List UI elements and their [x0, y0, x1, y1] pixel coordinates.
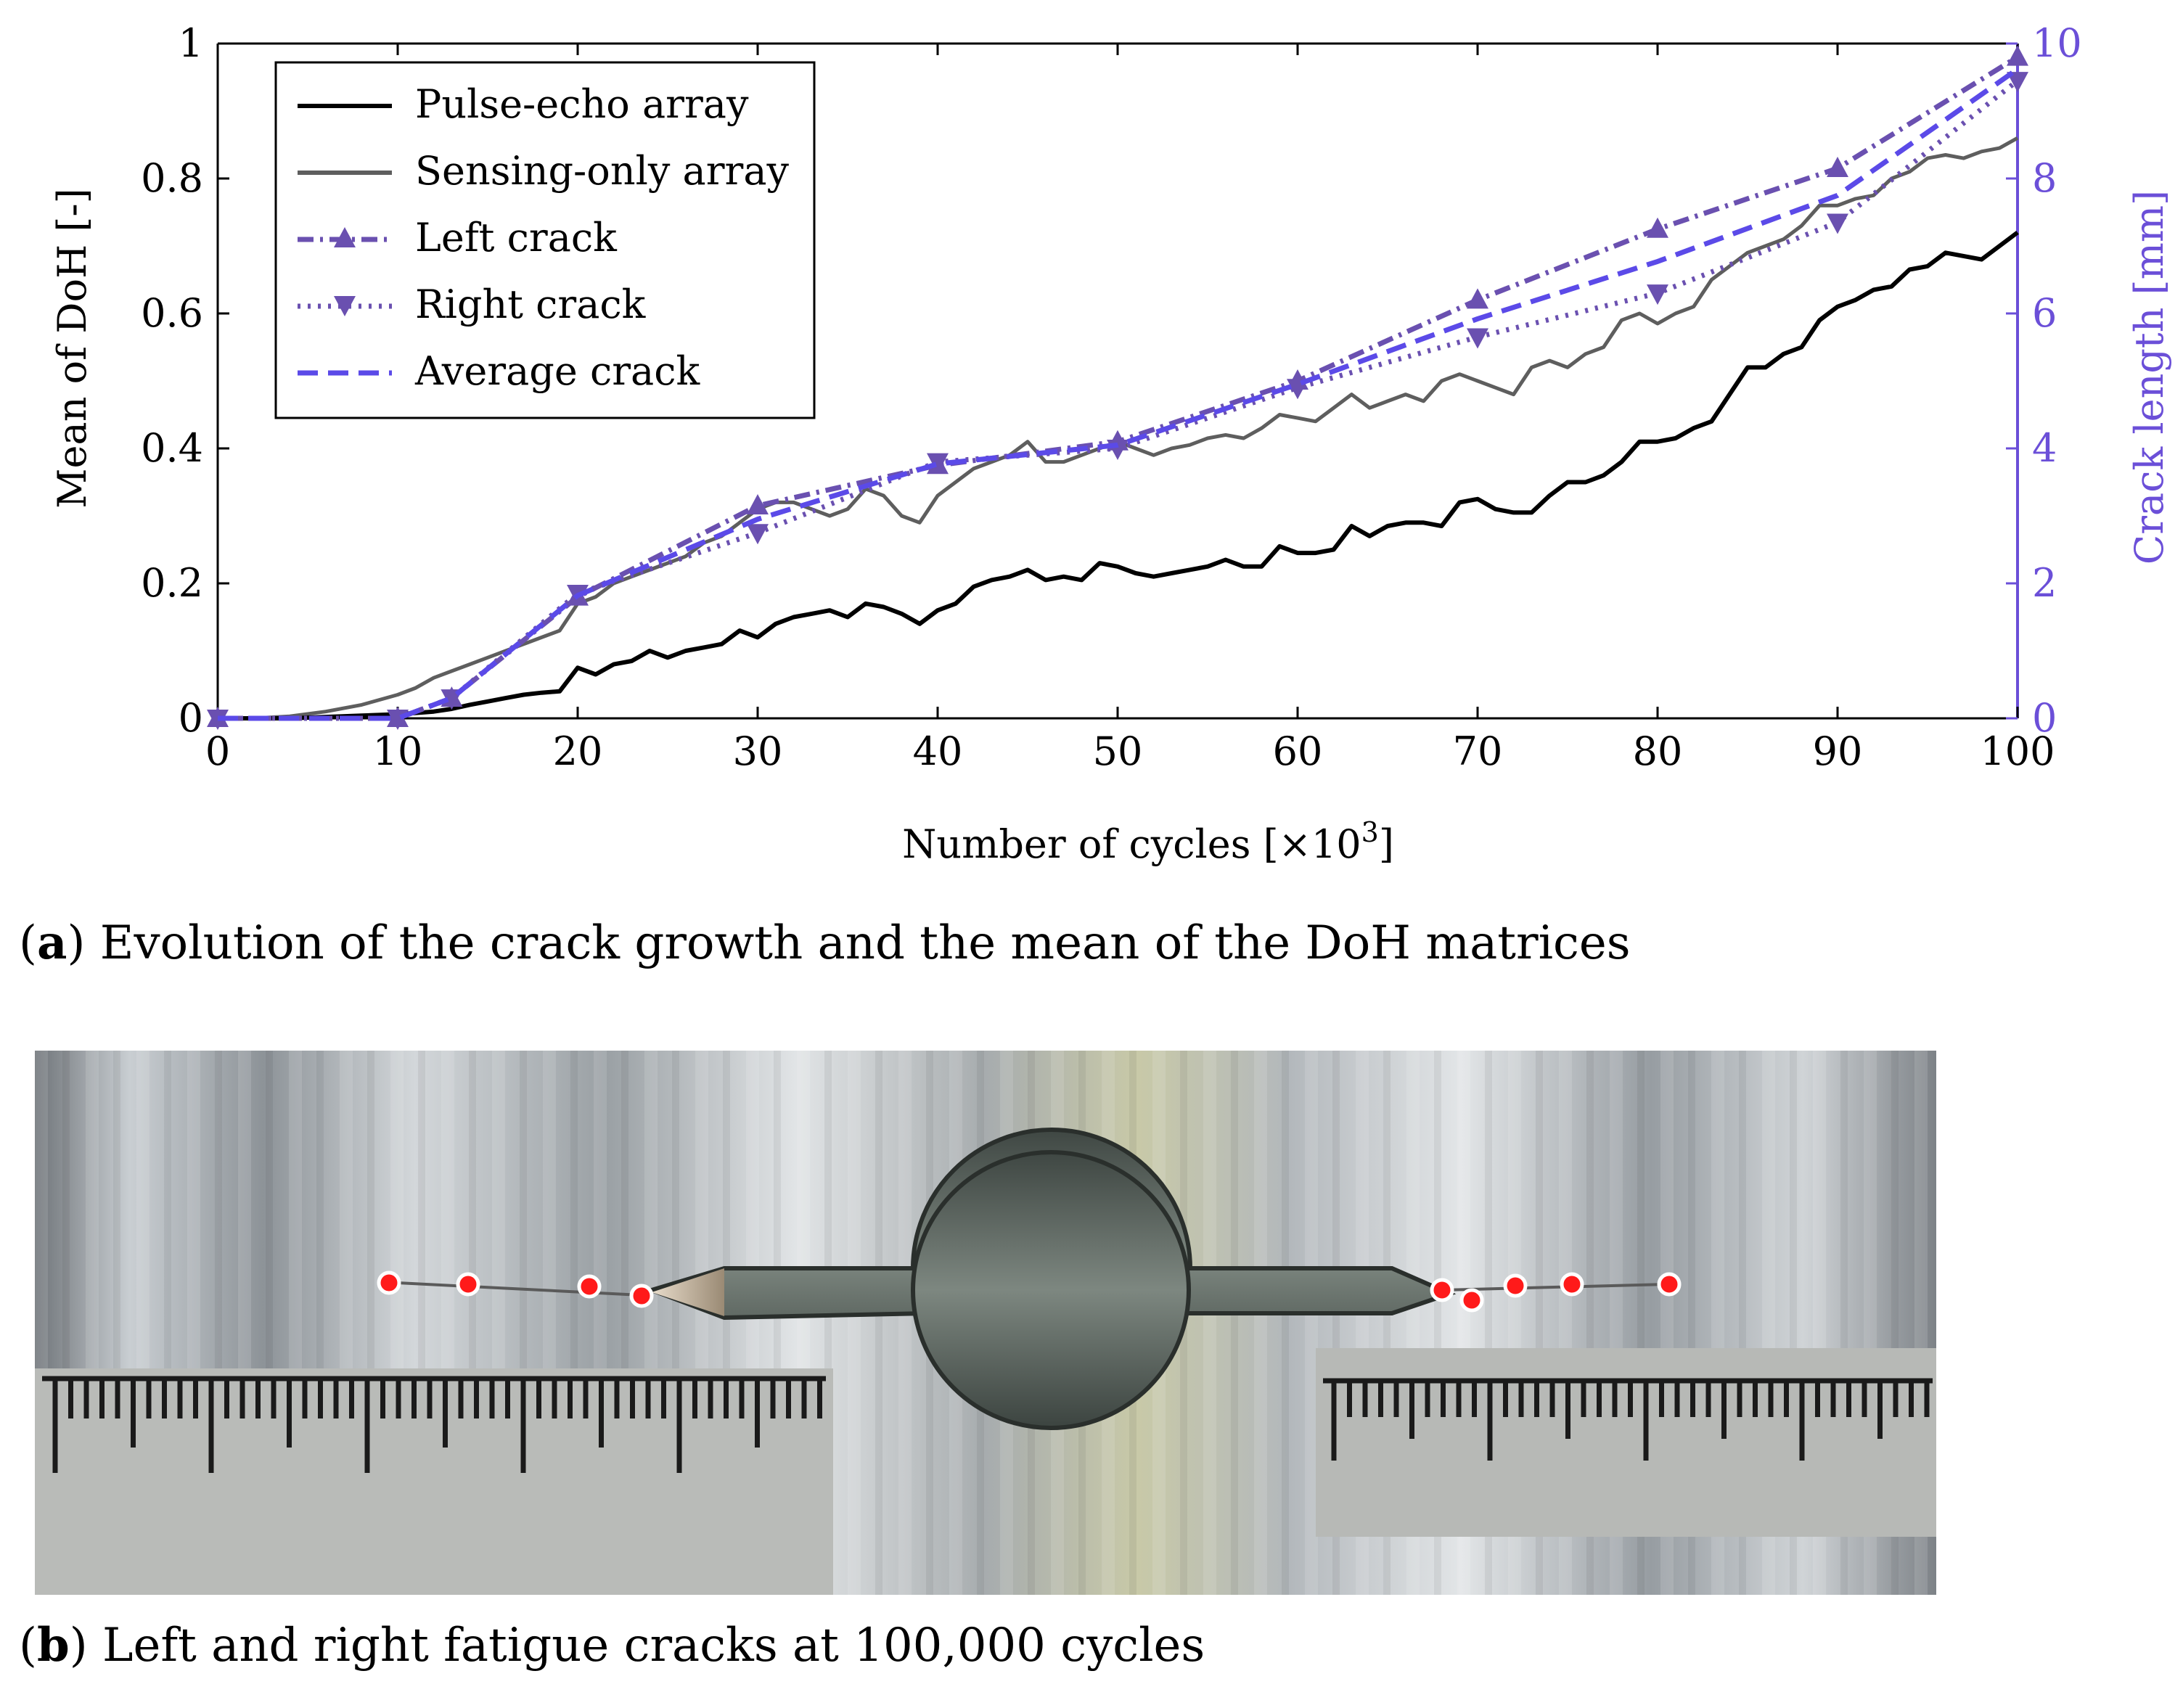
series-line-4 [218, 67, 2020, 721]
y-left-tick-label: 0.2 [141, 560, 203, 606]
series-2-marker [1467, 288, 1488, 309]
marker-left-2 [456, 1272, 480, 1297]
caption-a: (a) Evolution of the crack growth and th… [19, 916, 1631, 970]
right-crack-path [1442, 1283, 1668, 1292]
x-tick-label: 60 [1273, 728, 1323, 774]
marker-right-5 [1657, 1272, 1682, 1297]
legend-label-pulse: Pulse-echo array [415, 81, 749, 127]
y-left-tick-label: 0.8 [141, 155, 203, 201]
caption-a-text: Evolution of the crack growth and the me… [85, 916, 1631, 970]
y-right-tick-label: 8 [2032, 155, 2057, 201]
x-tick-label: 40 [913, 728, 963, 774]
legend: Pulse-echo array Sensing-only array Left… [274, 61, 816, 419]
marker-left-3 [577, 1274, 602, 1299]
x-tick-label: 80 [1633, 728, 1683, 774]
marker-left-4 [629, 1284, 654, 1308]
series-3-marker [2007, 72, 2028, 93]
specimen-photo [35, 1051, 1936, 1595]
marker-right-2 [1459, 1288, 1484, 1313]
left-crack-tip [652, 1268, 724, 1316]
series-2-marker [1647, 217, 1668, 238]
caption-b-label: b [36, 1618, 70, 1672]
caption-a-label: a [36, 916, 67, 970]
y-axis-right-label: Crack length [mm] [2126, 190, 2172, 564]
marker-right-3 [1503, 1273, 1528, 1298]
crack-markers [377, 1270, 1682, 1313]
x-tick-label: 70 [1453, 728, 1503, 774]
x-tick-label: 90 [1813, 728, 1863, 774]
ruler-left [35, 1368, 833, 1595]
chart: 0 10 20 30 40 50 60 70 80 90 10000.20.40.60.810246… [49, 20, 2172, 867]
y-right-tick-label: 4 [2032, 425, 2057, 471]
y-right-tick-label: 10 [2032, 20, 2082, 66]
caption-b-text: Left and right fatigue cracks at 100,000… [87, 1619, 1205, 1672]
x-tick-label: 50 [1093, 728, 1143, 774]
legend-marker-right [334, 296, 356, 316]
ruler-right [1316, 1348, 1936, 1537]
legend-label-sensing: Sensing-only array [415, 148, 790, 194]
series-3-marker [747, 524, 769, 545]
y-axis-left-label: Mean of DoH [-] [49, 188, 95, 509]
legend-marker-left [334, 227, 356, 247]
x-tick-label: 100 [1980, 728, 2055, 774]
x-tick-label: 0 [205, 728, 230, 774]
series-3-marker [1467, 328, 1488, 349]
marker-left-1 [377, 1270, 401, 1295]
y-left-tick-label: 0.4 [141, 425, 203, 471]
y-left-tick-label: 0.6 [141, 290, 203, 336]
legend-label-right: Right crack [415, 282, 647, 327]
y-left-tick-label: 0 [179, 695, 203, 741]
series-2-marker [387, 707, 409, 727]
series-2-marker [1827, 157, 1848, 178]
x-tick-label: 30 [733, 728, 783, 774]
series-2-marker [747, 494, 769, 515]
x-tick-label: 20 [553, 728, 603, 774]
caption-b: (b) Left and right fatigue cracks at 100… [19, 1618, 1205, 1672]
series-line-0 [218, 230, 2019, 720]
series-2-marker [2007, 45, 2028, 66]
y-right-tick-label: 2 [2032, 560, 2057, 606]
x-axis-label: Number of cycles [×103] [902, 816, 1394, 867]
legend-label-left: Left crack [415, 215, 618, 260]
circular-hole [911, 1150, 1191, 1430]
y-right-tick-label: 0 [2032, 695, 2057, 741]
legend-label-average: Average crack [414, 348, 700, 394]
marker-right-4 [1560, 1272, 1584, 1297]
y-left-tick-label: 1 [179, 20, 203, 66]
series-3-marker [1647, 284, 1668, 305]
series-3-marker [1827, 213, 1848, 234]
x-tick-label: 10 [373, 728, 423, 774]
y-right-tick-label: 6 [2032, 290, 2057, 336]
left-crack-path [397, 1281, 642, 1297]
marker-right-1 [1430, 1278, 1454, 1302]
series-2-marker [927, 453, 949, 475]
